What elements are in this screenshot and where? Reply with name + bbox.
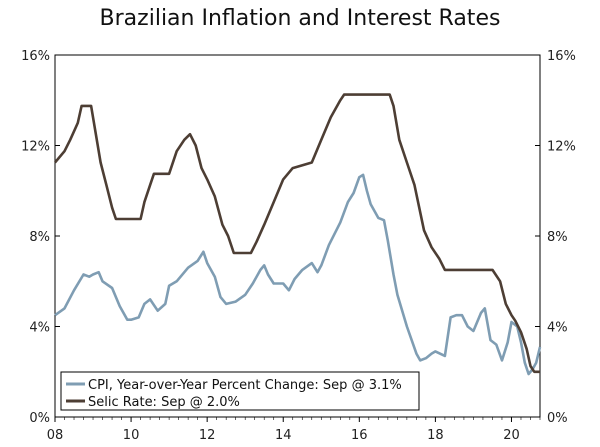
y-tick-label-right: 4% <box>547 321 568 336</box>
y-tick-label-left: 12% <box>21 140 50 155</box>
y-tick-label-left: 8% <box>29 230 50 245</box>
series-line-cpi <box>54 173 542 376</box>
plot-area <box>54 54 541 418</box>
y-tick-label-left: 4% <box>29 321 50 336</box>
y-tick-label-right: 0% <box>547 411 568 426</box>
legend-box <box>60 371 420 411</box>
y-tick-label-right: 12% <box>547 140 576 155</box>
x-tick-label: 08 <box>47 428 64 443</box>
y-tick-label-right: 16% <box>547 49 576 64</box>
x-tick-label: 14 <box>275 428 292 443</box>
x-tick-label: 20 <box>503 428 520 443</box>
legend: CPI, Year-over-Year Percent Change: Sep … <box>60 371 420 411</box>
x-tick-label: 10 <box>123 428 140 443</box>
y-tick-label-left: 0% <box>29 411 50 426</box>
x-tick-label: 12 <box>199 428 216 443</box>
y-tick-label-right: 8% <box>547 230 568 245</box>
legend-label: CPI, Year-over-Year Percent Change: Sep … <box>88 378 402 393</box>
x-tick-label: 16 <box>351 428 368 443</box>
x-tick-label: 18 <box>427 428 444 443</box>
y-tick-label-left: 16% <box>21 49 50 64</box>
legend-label: Selic Rate: Sep @ 2.0% <box>88 395 240 410</box>
series-line-selic <box>54 93 540 374</box>
chart-title: Brazilian Inflation and Interest Rates <box>99 6 501 31</box>
